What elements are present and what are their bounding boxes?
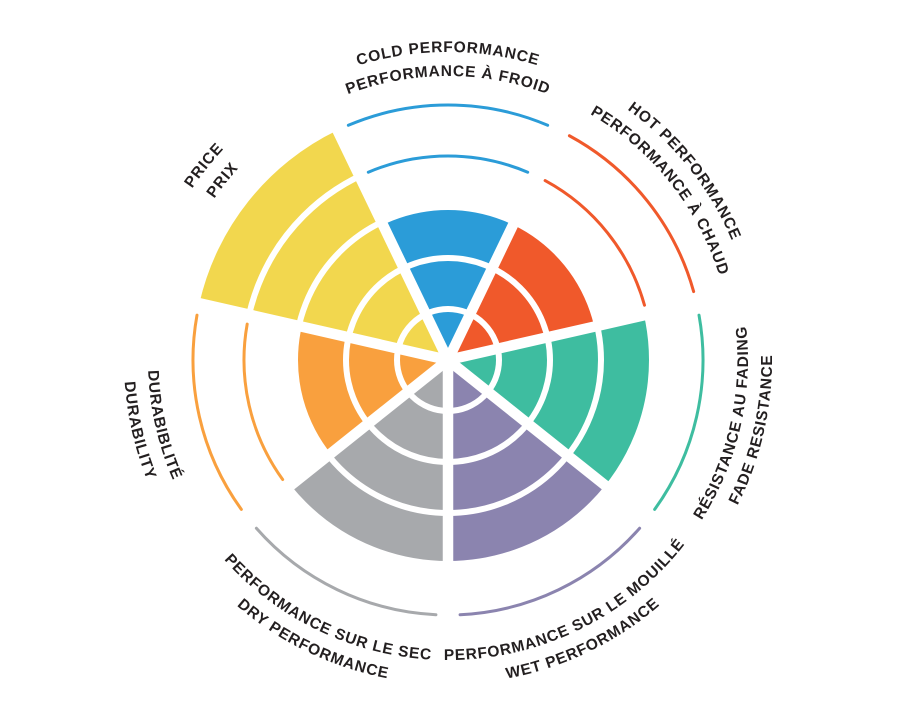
label-cold-fr: PERFORMANCE À FROID bbox=[343, 63, 551, 98]
sector-wet-fill bbox=[448, 360, 608, 564]
sector-gap-1 bbox=[443, 119, 568, 363]
sector-gap-7 bbox=[328, 119, 453, 363]
sector-gaps-layer bbox=[189, 119, 707, 624]
sector-dry-ring-5-outline bbox=[254, 526, 438, 617]
unfilled-ring-arcs-layer bbox=[191, 103, 705, 617]
sector-cold-ring-5-outline bbox=[346, 103, 550, 127]
sector-durability-fill bbox=[295, 325, 448, 456]
label-hot-en: HOT PERFORMANCE bbox=[625, 99, 743, 243]
sector-gap-5 bbox=[238, 355, 452, 529]
sector-hot-ring-5-outline bbox=[567, 134, 696, 294]
label-cold-fr-text: PERFORMANCE À FROID bbox=[343, 63, 552, 98]
label-hot-en-text: HOT PERFORMANCE bbox=[625, 99, 744, 243]
sector-hot-ring-4-outline bbox=[543, 179, 647, 307]
sector-dry-fill bbox=[288, 360, 448, 564]
sector-price-fill bbox=[199, 130, 448, 360]
sector-fade-ring-5-outline bbox=[653, 313, 705, 511]
sector-durability-ring-5-outline bbox=[191, 313, 243, 511]
sector-gap-3 bbox=[444, 355, 658, 529]
sector-cold-fill bbox=[381, 207, 515, 360]
sector-cold-ring-4-outline bbox=[366, 154, 530, 174]
sector-gap-2 bbox=[446, 296, 707, 366]
sector-gap-6 bbox=[189, 296, 450, 366]
sector-wet-ring-5-outline bbox=[458, 526, 642, 617]
sector-durability-ring-4-outline bbox=[242, 322, 285, 481]
